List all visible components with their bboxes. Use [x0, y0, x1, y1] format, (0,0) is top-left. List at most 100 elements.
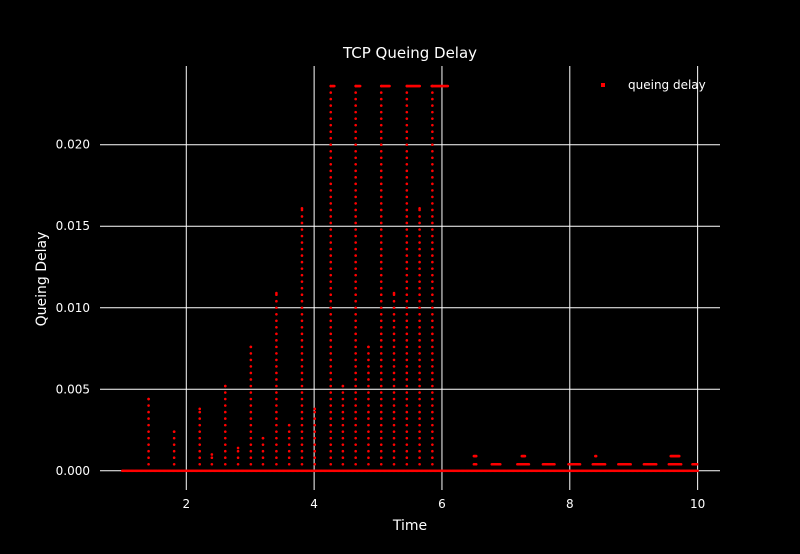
data-point — [431, 130, 434, 133]
data-point — [354, 162, 357, 166]
data-point — [275, 378, 278, 381]
data-point — [329, 462, 333, 466]
data-point — [223, 443, 227, 446]
data-point — [300, 462, 304, 466]
data-point — [249, 423, 253, 427]
data-point — [431, 117, 434, 120]
data-point — [341, 417, 345, 420]
data-point — [367, 365, 370, 368]
data-point — [354, 339, 357, 342]
data-point — [329, 195, 333, 199]
data-point — [275, 291, 278, 295]
data-point — [418, 378, 421, 381]
data-point — [354, 176, 357, 179]
data-point — [392, 378, 396, 381]
data-point — [354, 397, 357, 401]
data-point — [147, 462, 150, 466]
data-point — [431, 136, 434, 140]
data-point — [431, 391, 434, 394]
data-point — [329, 293, 333, 297]
data-point — [354, 202, 357, 205]
data-point — [313, 443, 317, 446]
data-point — [431, 156, 434, 160]
data-point — [379, 221, 383, 225]
data-point — [431, 176, 434, 179]
data-point — [300, 449, 304, 453]
data-point — [418, 410, 421, 414]
data-point — [629, 462, 632, 466]
data-point — [249, 391, 253, 394]
data-point — [300, 358, 304, 362]
data-point — [147, 430, 150, 433]
data-point — [261, 443, 265, 446]
data-point — [367, 397, 370, 401]
data-point — [405, 299, 409, 303]
data-point — [354, 410, 357, 414]
data-point — [147, 404, 150, 407]
data-point — [354, 436, 357, 440]
data-point — [354, 241, 357, 244]
data-point — [275, 319, 278, 323]
data-point — [223, 391, 227, 394]
data-point — [354, 384, 357, 388]
data-point — [392, 291, 396, 295]
data-points — [121, 84, 699, 473]
data-point — [329, 299, 333, 303]
data-point — [392, 345, 396, 349]
data-point — [223, 430, 227, 433]
data-point — [431, 443, 434, 446]
data-point — [210, 453, 214, 456]
data-point — [379, 123, 383, 127]
data-point — [249, 404, 253, 407]
data-point — [379, 391, 383, 394]
data-point — [431, 456, 434, 460]
data-point — [405, 430, 409, 433]
data-point — [249, 410, 253, 414]
data-point — [431, 260, 434, 264]
data-point — [418, 207, 421, 210]
data-point — [405, 456, 409, 460]
data-point — [354, 215, 357, 218]
data-point — [431, 365, 434, 368]
data-point — [358, 84, 362, 88]
data-point — [367, 430, 370, 433]
y-axis-label: Queing Delay — [34, 232, 50, 327]
data-point — [329, 286, 333, 290]
data-point — [300, 306, 304, 310]
data-point — [300, 319, 304, 323]
data-point — [418, 339, 421, 342]
data-point — [392, 462, 396, 466]
data-point — [431, 345, 434, 349]
data-point — [405, 391, 409, 394]
data-point — [405, 306, 409, 310]
data-point — [431, 293, 434, 297]
data-point — [677, 454, 681, 458]
data-point — [329, 117, 333, 120]
data-point — [261, 456, 265, 460]
data-point — [405, 208, 409, 212]
data-point — [354, 182, 357, 186]
data-point — [379, 280, 383, 283]
data-point — [354, 306, 357, 310]
data-point — [341, 443, 345, 446]
data-point — [418, 417, 421, 420]
data-point — [300, 378, 304, 381]
data-point — [418, 365, 421, 368]
data-point — [198, 462, 202, 466]
data-point — [275, 365, 278, 368]
data-point — [418, 332, 421, 336]
data-point — [300, 365, 304, 368]
data-point — [354, 404, 357, 407]
data-point — [329, 417, 333, 420]
data-point — [287, 449, 291, 453]
data-point — [392, 443, 396, 446]
data-point — [287, 436, 291, 440]
data-point — [392, 423, 396, 427]
data-point — [431, 319, 434, 323]
data-point — [418, 286, 421, 290]
data-point — [431, 149, 434, 153]
data-point — [405, 417, 409, 420]
data-point — [223, 417, 227, 420]
data-point — [405, 117, 409, 120]
data-point — [431, 384, 434, 388]
